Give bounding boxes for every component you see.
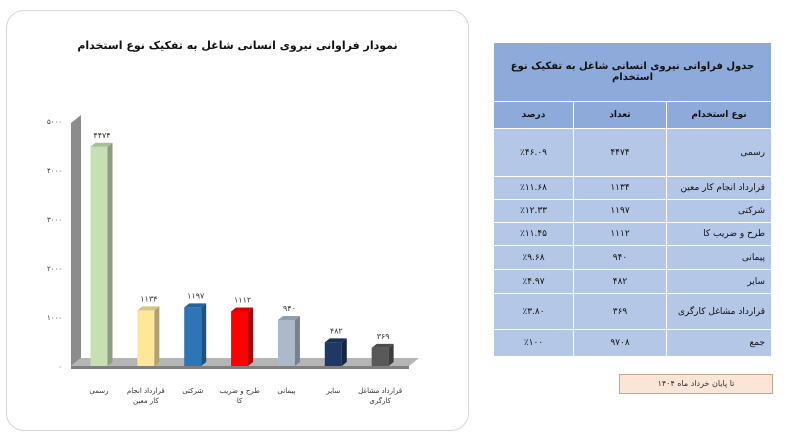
bar xyxy=(137,310,155,366)
bar-top xyxy=(277,315,300,320)
bar-side xyxy=(107,142,113,366)
cell-type: قرارداد انجام کار معین xyxy=(666,176,772,200)
y-tick-label: ۵۰۰۰ xyxy=(47,118,62,126)
x-category-label: پیمانی xyxy=(277,387,295,395)
table-row-total: جمع ۹۷۰۸ ٪۱۰۰ xyxy=(493,329,772,357)
x-category-label: طرح و ضریب کا xyxy=(219,387,260,405)
bar-side xyxy=(154,306,160,366)
y-tick-label: ۳۰۰۰ xyxy=(47,216,62,224)
cell-type: سایر xyxy=(666,269,772,294)
cell-percent: ٪۱۱.۶۸ xyxy=(493,176,574,200)
bar-top xyxy=(137,306,160,311)
cell-count: ۱۱۳۴ xyxy=(573,176,667,200)
header-percent: درصد xyxy=(493,101,574,129)
cell-percent: ٪۱۰۰ xyxy=(493,329,574,357)
data-label: ۱۱۱۲ xyxy=(234,296,251,305)
y-tick-label: ۰ xyxy=(58,363,62,371)
bar-chart: ۰ ۱۰۰۰ ۲۰۰۰ ۳۰۰۰ ۴۰۰۰ ۵۰۰۰ ۴۴۷۴ رسمی ۱۱۳۴ قرارداد… xyxy=(47,115,419,405)
bar-side xyxy=(201,303,207,366)
bar-top xyxy=(90,142,113,147)
bar xyxy=(90,146,108,366)
cell-count: ۱۱۱۲ xyxy=(573,222,667,246)
cell-percent: ٪۳.۸۰ xyxy=(493,293,574,330)
table-header-row: نوع استخدام تعداد درصد xyxy=(493,101,772,129)
bar xyxy=(371,347,389,366)
x-category-label: سایر xyxy=(325,387,340,395)
bar xyxy=(231,311,249,366)
chart-side-wall xyxy=(71,115,81,366)
table-row: رسمی ۴۴۷۴ ٪۴۶.۰۹ xyxy=(493,128,772,177)
source-note: تا پایان خرداد ماه ۱۴۰۴ xyxy=(619,374,773,394)
bar-side xyxy=(388,343,394,366)
x-category-label: قرارداد مشاغل کارگری xyxy=(358,387,402,405)
cell-percent: ٪۴۶.۰۹ xyxy=(493,128,574,177)
bar xyxy=(324,342,342,366)
bar-top xyxy=(184,303,207,308)
cell-type: رسمی xyxy=(666,128,772,177)
data-label: ۹۴۰ xyxy=(283,304,296,313)
bar-side xyxy=(341,338,347,366)
x-category-label: رسمی xyxy=(89,387,108,395)
bar-side xyxy=(248,307,254,366)
header-type: نوع استخدام xyxy=(666,101,772,129)
bar xyxy=(277,319,295,366)
bar xyxy=(184,307,202,366)
cell-percent: ٪۴.۹۷ xyxy=(493,269,574,294)
chart-title: نمودار فراوانی نیروی انسانی شاغل به تفکی… xyxy=(77,39,398,52)
table-row: شرکتی ۱۱۹۷ ٪۱۲.۳۳ xyxy=(493,199,772,223)
cell-count: ۳۶۹ xyxy=(573,293,667,330)
data-table-panel: جدول فراوانی نیروی انسانی شاغل به تفکیک … xyxy=(493,42,772,357)
bar-top xyxy=(371,343,394,348)
table-row: پیمانی ۹۴۰ ٪۹.۶۸ xyxy=(493,245,772,270)
data-table: جدول فراوانی نیروی انسانی شاغل به تفکیک … xyxy=(493,42,772,357)
cell-type: شرکتی xyxy=(666,199,772,223)
cell-type: پیمانی xyxy=(666,245,772,270)
cell-type: قرارداد مشاغل کارگری xyxy=(666,293,772,330)
table-title: جدول فراوانی نیروی انسانی شاغل به تفکیک … xyxy=(493,42,772,102)
chart-panel: نمودار فراوانی نیروی انسانی شاغل به تفکی… xyxy=(6,10,469,431)
cell-count: ۴۴۷۴ xyxy=(573,128,667,177)
table-row: طرح و ضریب کا ۱۱۱۲ ٪۱۱.۴۵ xyxy=(493,222,772,246)
header-count: تعداد xyxy=(573,101,667,129)
cell-count: ۹۴۰ xyxy=(573,245,667,270)
table-row: قرارداد مشاغل کارگری ۳۶۹ ٪۳.۸۰ xyxy=(493,293,772,330)
y-tick-label: ۴۰۰۰ xyxy=(47,167,62,175)
x-category-label: قرارداد انجام کار معین xyxy=(127,387,165,405)
y-tick-label: ۱۰۰۰ xyxy=(47,314,62,322)
data-label: ۴۸۲ xyxy=(330,326,343,335)
cell-type: جمع xyxy=(666,329,772,357)
data-label: ۳۶۹ xyxy=(377,332,390,341)
table-row: سایر ۴۸۲ ٪۴.۹۷ xyxy=(493,269,772,294)
cell-count: ۹۷۰۸ xyxy=(573,329,667,357)
y-tick-label: ۲۰۰۰ xyxy=(47,265,62,273)
bar-top xyxy=(324,338,347,343)
chart-floor-edge xyxy=(71,366,409,369)
cell-type: طرح و ضریب کا xyxy=(666,222,772,246)
table-row: قرارداد انجام کار معین ۱۱۳۴ ٪۱۱.۶۸ xyxy=(493,176,772,200)
cell-percent: ٪۹.۶۸ xyxy=(493,245,574,270)
bar-side xyxy=(294,315,300,366)
data-label: ۱۱۹۷ xyxy=(187,291,205,300)
data-label: ۱۱۳۴ xyxy=(140,294,157,303)
x-category-label: شرکتی xyxy=(182,387,203,395)
cell-percent: ٪۱۲.۳۳ xyxy=(493,199,574,223)
cell-percent: ٪۱۱.۴۵ xyxy=(493,222,574,246)
cell-count: ۱۱۹۷ xyxy=(573,199,667,223)
data-label: ۴۴۷۴ xyxy=(93,131,110,140)
bar-top xyxy=(231,307,254,312)
cell-count: ۴۸۲ xyxy=(573,269,667,294)
